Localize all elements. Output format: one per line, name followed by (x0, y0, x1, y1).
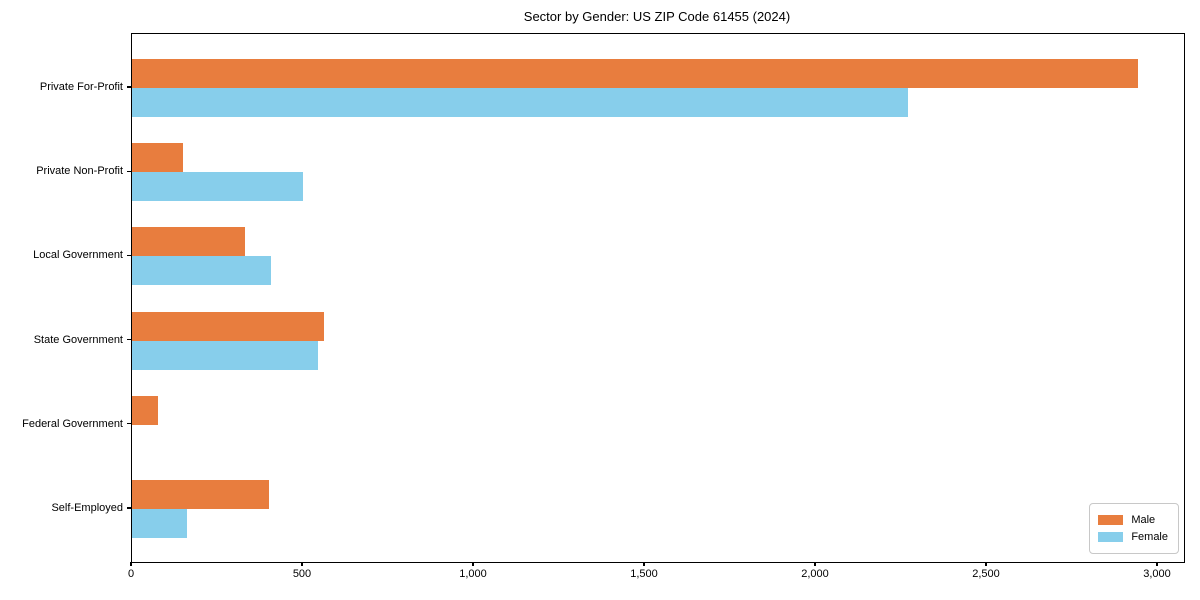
bar-male-local-government (132, 227, 245, 257)
legend-item-female: Female (1098, 529, 1168, 545)
bar-male-private-for-profit (132, 59, 1138, 88)
ytick-label-state-government: State Government (33, 333, 123, 346)
bar-male-state-government (132, 311, 324, 341)
xtick-label-3-000: 3,000 (1143, 568, 1171, 580)
legend-label-male: Male (1131, 514, 1156, 526)
xtick-label-1-000: 1,000 (459, 568, 487, 580)
ytick-label-private-non-profit: Private Non-Profit (36, 165, 123, 178)
legend-label-female: Female (1131, 531, 1168, 543)
ytick-mark (127, 170, 131, 172)
ytick-mark (127, 254, 131, 256)
bar-male-private-non-profit (132, 143, 184, 173)
xtick-label-1-500: 1,500 (630, 568, 658, 580)
xtick-mark (301, 562, 303, 566)
ytick-mark (127, 339, 131, 341)
xtick-label-2-500: 2,500 (972, 568, 1000, 580)
bar-female-state-government (132, 340, 319, 370)
xtick-mark (814, 562, 816, 566)
male-swatch (1098, 515, 1124, 525)
chart-title: Sector by Gender: US ZIP Code 61455 (202… (523, 9, 791, 24)
ytick-label-private-for-profit: Private For-Profit (39, 81, 123, 93)
bar-female-private-non-profit (132, 172, 303, 202)
xtick-label-500: 500 (292, 568, 312, 580)
legend-item-male: Male (1098, 512, 1168, 528)
ytick-mark (127, 507, 131, 509)
ytick-label-federal-government: Federal Government (22, 417, 123, 430)
xtick-label-0: 0 (127, 568, 135, 580)
xtick-mark (1156, 562, 1158, 566)
xtick-mark (472, 562, 474, 566)
ytick-mark (127, 423, 131, 425)
bar-male-self-employed (132, 480, 269, 509)
bar-female-self-employed (132, 509, 187, 538)
legend: Male Female (1089, 503, 1179, 554)
bar-female-private-for-profit (132, 88, 909, 117)
xtick-mark (643, 562, 645, 566)
ytick-mark (127, 86, 131, 88)
bar-female-local-government (132, 256, 271, 286)
ytick-label-self-employed: Self-Employed (51, 502, 123, 514)
xtick-mark (130, 562, 132, 566)
plot-area: Male Female (131, 33, 1185, 563)
xtick-mark (985, 562, 987, 566)
xtick-label-2-000: 2,000 (801, 568, 829, 580)
ytick-label-local-government: Local Government (33, 249, 123, 262)
bar-male-federal-government (132, 395, 158, 425)
female-swatch (1098, 532, 1124, 542)
